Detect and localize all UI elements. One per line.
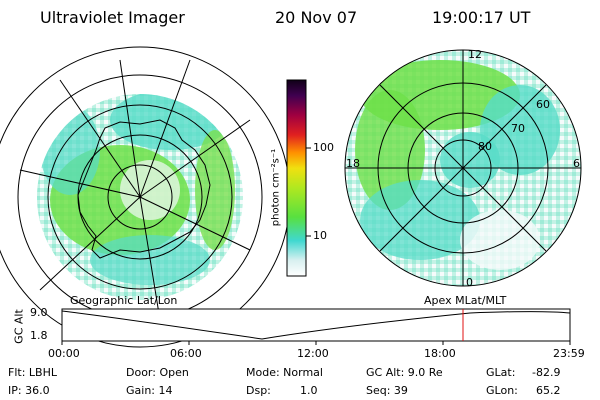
colorbar-tick-10: 10 xyxy=(313,229,327,242)
time-label: 19:00:17 UT xyxy=(432,8,531,27)
x-tick-1800: 18:00 xyxy=(424,347,456,360)
y-tick-low: 1.8 xyxy=(30,329,48,342)
mlt-label-12: 12 xyxy=(468,48,482,61)
mlt-label-18: 18 xyxy=(346,157,360,170)
color-scale-bar xyxy=(286,79,311,277)
ip-status: IP: 36.0 xyxy=(8,384,50,397)
geographic-map xyxy=(0,46,291,348)
geographic-caption: Geographic Lat/Lon xyxy=(70,294,178,307)
gc-alt-axis-label: GC Alt xyxy=(12,309,26,344)
colorbar-unit-label: photon cm⁻²s⁻¹ xyxy=(270,148,282,227)
mlt-label-0: 0 xyxy=(466,276,473,289)
mlat-label-80: 80 xyxy=(478,140,492,153)
apex-caption: Apex MLat/MLT xyxy=(424,294,507,307)
door-status: Door: Open xyxy=(126,366,189,379)
glon-label: GLon: xyxy=(486,384,518,397)
colorbar-tick-100: 100 xyxy=(313,141,334,154)
mode-status: Mode: Normal xyxy=(246,366,323,379)
x-tick-2359: 23:59 xyxy=(553,347,585,360)
mlat-label-70: 70 xyxy=(511,122,525,135)
x-tick-1200: 12:00 xyxy=(297,347,329,360)
altitude-timeline xyxy=(61,308,571,345)
glat-label: GLat: xyxy=(486,366,516,379)
mlt-label-6: 6 xyxy=(573,157,580,170)
gain-status: Gain: 14 xyxy=(126,384,173,397)
glon-value: 65.2 xyxy=(536,384,561,397)
seq-status: Seq: 39 xyxy=(366,384,408,397)
x-tick-0600: 06:00 xyxy=(170,347,202,360)
filter-status: Flt: LBHL xyxy=(8,366,57,379)
mlat-label-60: 60 xyxy=(536,98,550,111)
apex-mlat-mlt-map xyxy=(344,49,582,287)
dsp-value: 1.0 xyxy=(300,384,318,397)
instrument-title: Ultraviolet Imager xyxy=(40,8,185,27)
date-label: 20 Nov 07 xyxy=(275,8,358,27)
glat-value: -82.9 xyxy=(532,366,561,379)
dsp-label: Dsp: xyxy=(246,384,271,397)
x-tick-0000: 00:00 xyxy=(48,347,80,360)
y-tick-high: 9.0 xyxy=(30,306,48,319)
gc-alt-status: GC Alt: 9.0 Re xyxy=(366,366,443,379)
